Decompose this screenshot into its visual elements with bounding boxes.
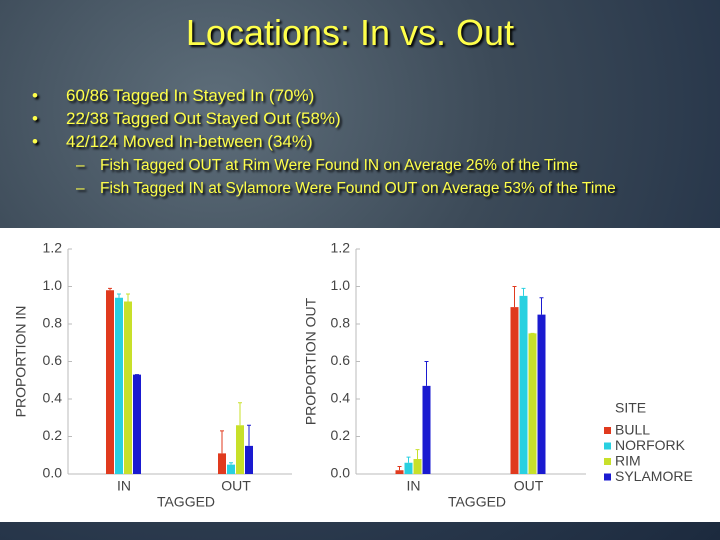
y-tick-label: 0.4 (43, 390, 63, 406)
bar (413, 459, 422, 474)
x-tick-label: IN (117, 478, 131, 494)
x-tick-label: OUT (514, 478, 544, 494)
sub-bullet-text: Fish Tagged OUT at Rim Were Found IN on … (100, 157, 578, 174)
legend-label: NORFORK (615, 437, 686, 453)
y-tick-label: 0.8 (331, 315, 351, 331)
sub-bullet-text: Fish Tagged IN at Sylamore Were Found OU… (100, 180, 616, 197)
bullet: • 22/38 Tagged Out Stayed Out (58%) (32, 109, 341, 128)
bullet-text: 42/124 Moved In-between (34%) (66, 132, 313, 151)
bar (537, 314, 546, 474)
legend-label: SYLAMORE (615, 468, 693, 484)
legend-swatch (604, 442, 611, 450)
slide-title: Locations: In vs. Out (185, 12, 515, 53)
bar (404, 462, 413, 474)
legend-swatch (604, 458, 611, 465)
legend-label: BULL (615, 422, 650, 438)
bar (236, 425, 244, 474)
y-tick-label: 0.0 (331, 465, 351, 481)
sub-bullet: – Fish Tagged OUT at Rim Were Found IN on… (76, 157, 578, 174)
legend-label: RIM (615, 453, 641, 469)
y-tick-label: 0.6 (43, 352, 63, 368)
bar (395, 470, 404, 474)
x-axis-label: TAGGED (448, 494, 506, 510)
bullet: • 42/124 Moved In-between (34%) (32, 132, 313, 151)
bar (519, 295, 528, 474)
y-axis-label: PROPORTION OUT (303, 297, 319, 425)
bar (124, 301, 132, 474)
bar (218, 453, 226, 474)
legend-swatch (604, 427, 611, 434)
y-tick-label: 0.6 (331, 352, 351, 368)
y-tick-label: 0.2 (331, 427, 351, 443)
y-tick-label: 1.2 (331, 240, 351, 256)
bar (227, 464, 235, 474)
y-tick-label: 1.2 (43, 240, 63, 256)
y-tick-label: 0.4 (331, 390, 351, 406)
bar (133, 374, 141, 474)
legend-title: SITE (615, 400, 646, 416)
y-tick-label: 0.0 (43, 465, 63, 481)
y-tick-label: 1.0 (331, 277, 351, 293)
bullet-text: 22/38 Tagged Out Stayed Out (58%) (66, 109, 341, 128)
sub-bullet: – Fish Tagged IN at Sylamore Were Found O… (76, 180, 616, 197)
y-axis-label: PROPORTION IN (13, 306, 29, 418)
x-tick-label: OUT (221, 478, 251, 494)
bar (106, 290, 114, 474)
bar (422, 385, 431, 474)
bullet-text: 60/86 Tagged In Stayed In (70%) (66, 86, 315, 105)
y-tick-label: 0.8 (43, 315, 63, 331)
x-axis-label: TAGGED (157, 494, 215, 510)
bar (115, 297, 123, 474)
y-tick-label: 0.2 (43, 427, 63, 443)
x-tick-label: IN (407, 478, 421, 494)
bar (510, 307, 519, 474)
legend-swatch (604, 473, 611, 481)
bar (528, 333, 537, 474)
bar (245, 445, 253, 474)
bullet: • 60/86 Tagged In Stayed In (70%) (32, 86, 315, 105)
y-tick-label: 1.0 (43, 277, 63, 293)
